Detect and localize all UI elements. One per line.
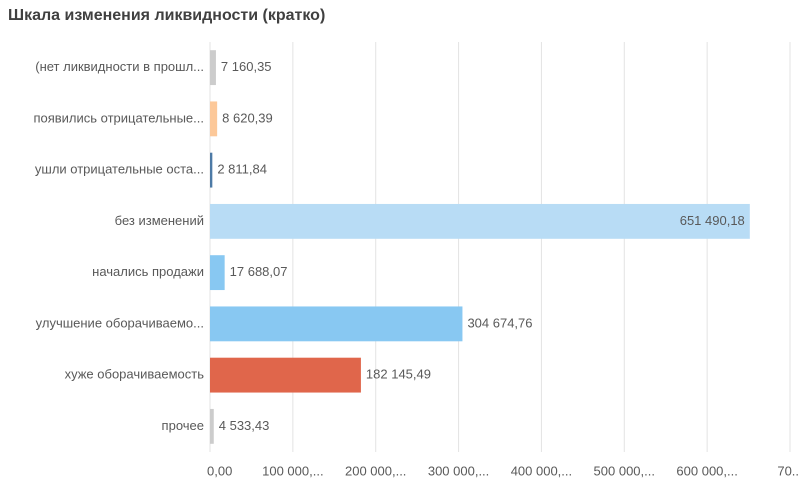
y-tick-label: без изменений <box>115 213 204 228</box>
value-label: 17 688,07 <box>230 264 288 279</box>
bar <box>210 50 216 86</box>
x-tick-label: 600 000,... <box>676 463 737 478</box>
x-tick-label: 300 000,... <box>428 463 489 478</box>
bar <box>210 255 225 291</box>
value-label: 8 620,39 <box>222 110 273 125</box>
x-tick-label: 100 000,... <box>262 463 323 478</box>
x-tick-label: 70... <box>777 463 800 478</box>
value-label: 4 533,43 <box>219 418 270 433</box>
bar <box>210 152 213 188</box>
x-tick-label: 200 000,... <box>345 463 406 478</box>
bar <box>210 306 463 342</box>
y-tick-label: прочее <box>162 418 204 433</box>
x-tick-label: 400 000,... <box>511 463 572 478</box>
value-label: 182 145,49 <box>366 367 431 382</box>
value-label: 7 160,35 <box>221 59 272 74</box>
bar <box>210 357 361 393</box>
chart-title: Шкала изменения ликвидности (кратко) <box>8 7 325 24</box>
y-tick-label: хуже оборачиваемость <box>65 367 205 382</box>
y-tick-label: улучшение оборачиваемо... <box>36 315 204 330</box>
bar <box>210 408 214 444</box>
value-label: 651 490,18 <box>680 213 745 228</box>
y-tick-label: начались продажи <box>92 264 204 279</box>
y-tick-label: (нет ликвидности в прошл... <box>35 59 204 74</box>
bar <box>210 203 750 239</box>
x-tick-label: 500 000,... <box>594 463 655 478</box>
y-tick-label: появились отрицательные... <box>33 110 204 125</box>
value-label: 304 674,76 <box>467 315 532 330</box>
value-label: 2 811,84 <box>217 162 267 177</box>
y-tick-label: ушли отрицательные оста... <box>35 162 204 177</box>
x-tick-label: 0,00 <box>207 463 232 478</box>
bar <box>210 101 218 137</box>
